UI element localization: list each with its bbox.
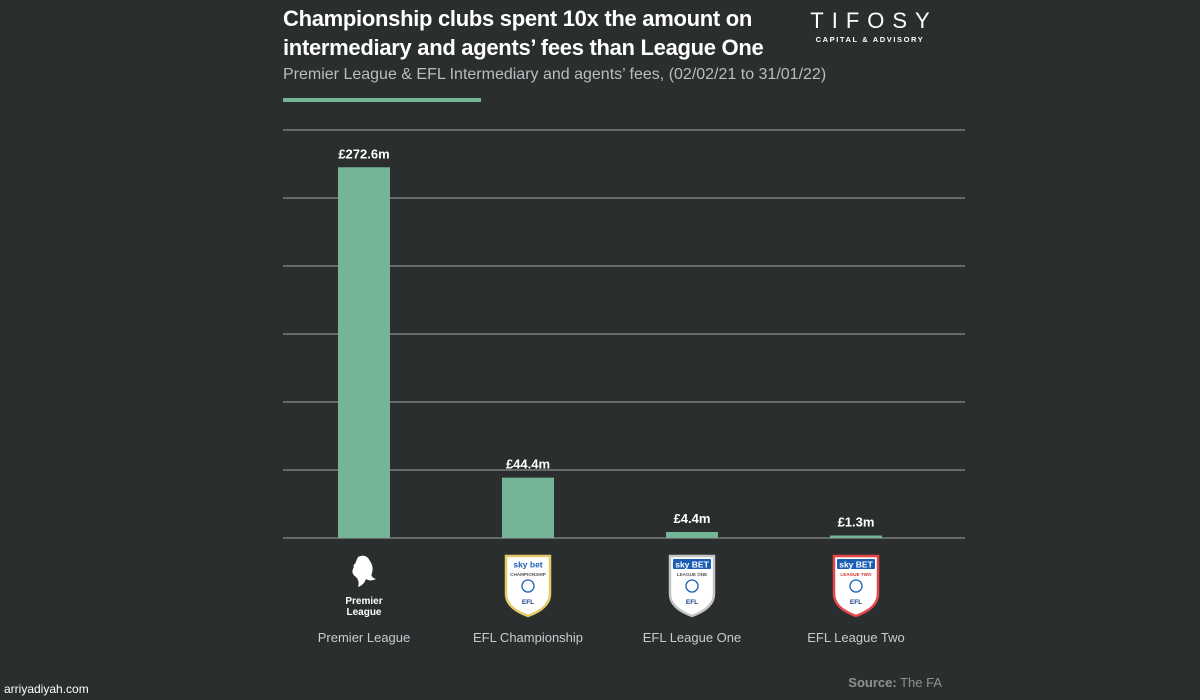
logo-text: Premier: [345, 596, 382, 607]
chart-title: Championship clubs spent 10x the amount …: [283, 6, 764, 60]
category-label: EFL League One: [643, 630, 742, 645]
source-note: Source: The FA: [848, 675, 942, 690]
badge-efl: EFL: [522, 599, 534, 606]
source-label: Source:: [848, 675, 897, 690]
badge-ball: [685, 579, 699, 593]
category-label: EFL League Two: [807, 630, 905, 645]
data-label: £4.4m: [674, 511, 711, 526]
badge-header: [509, 559, 547, 569]
category-label: EFL Championship: [473, 630, 583, 645]
efl-league-two-badge-icon: sky BET LEAGUE TWO EFL: [832, 554, 880, 618]
lion-crown: [353, 563, 359, 569]
bar: [666, 532, 718, 538]
badge-header: [837, 559, 875, 569]
bar: [830, 535, 882, 538]
efl-championship-badge-icon: sky bet CHAMPIONSHIP EFL: [504, 554, 552, 618]
badge-ball: [849, 579, 863, 593]
data-label: £1.3m: [838, 515, 875, 530]
data-label: £272.6m: [338, 146, 389, 161]
badge-efl: EFL: [850, 599, 862, 606]
badge-sponsor: sky BET: [839, 560, 873, 570]
brand-logo: TIFOSY CAPITAL & ADVISORY: [800, 8, 940, 44]
chart-subtitle: Premier League & EFL Intermediary and ag…: [283, 66, 827, 83]
badge-shield: [504, 554, 552, 618]
badge-shield: [832, 554, 880, 618]
lion-head: [352, 555, 376, 587]
watermark: arriyadiyah.com: [4, 682, 89, 696]
accent-bar: [283, 98, 481, 102]
bar: [502, 477, 554, 538]
badge-sponsor: sky bet: [513, 560, 542, 570]
efl-league-one-badge-icon: sky BET LEAGUE ONE EFL: [668, 554, 716, 618]
bar: [338, 167, 390, 539]
source-value: The FA: [900, 675, 942, 690]
badge-efl: EFL: [686, 599, 698, 606]
badge-shield: [668, 554, 716, 618]
brand-tagline: CAPITAL & ADVISORY: [815, 35, 925, 44]
badge-sponsor: sky BET: [675, 560, 709, 570]
category-label: Premier League: [318, 630, 411, 645]
logo-text: League: [346, 607, 381, 618]
brand-name: TIFOSY: [810, 8, 938, 33]
badge-league: LEAGUE ONE: [677, 572, 707, 577]
badge-league: CHAMPIONSHIP: [510, 572, 546, 577]
badge-header: [673, 559, 711, 569]
data-label: £44.4m: [506, 457, 550, 472]
badge-ball: [521, 579, 535, 593]
badge-league: LEAGUE TWO: [840, 572, 872, 577]
